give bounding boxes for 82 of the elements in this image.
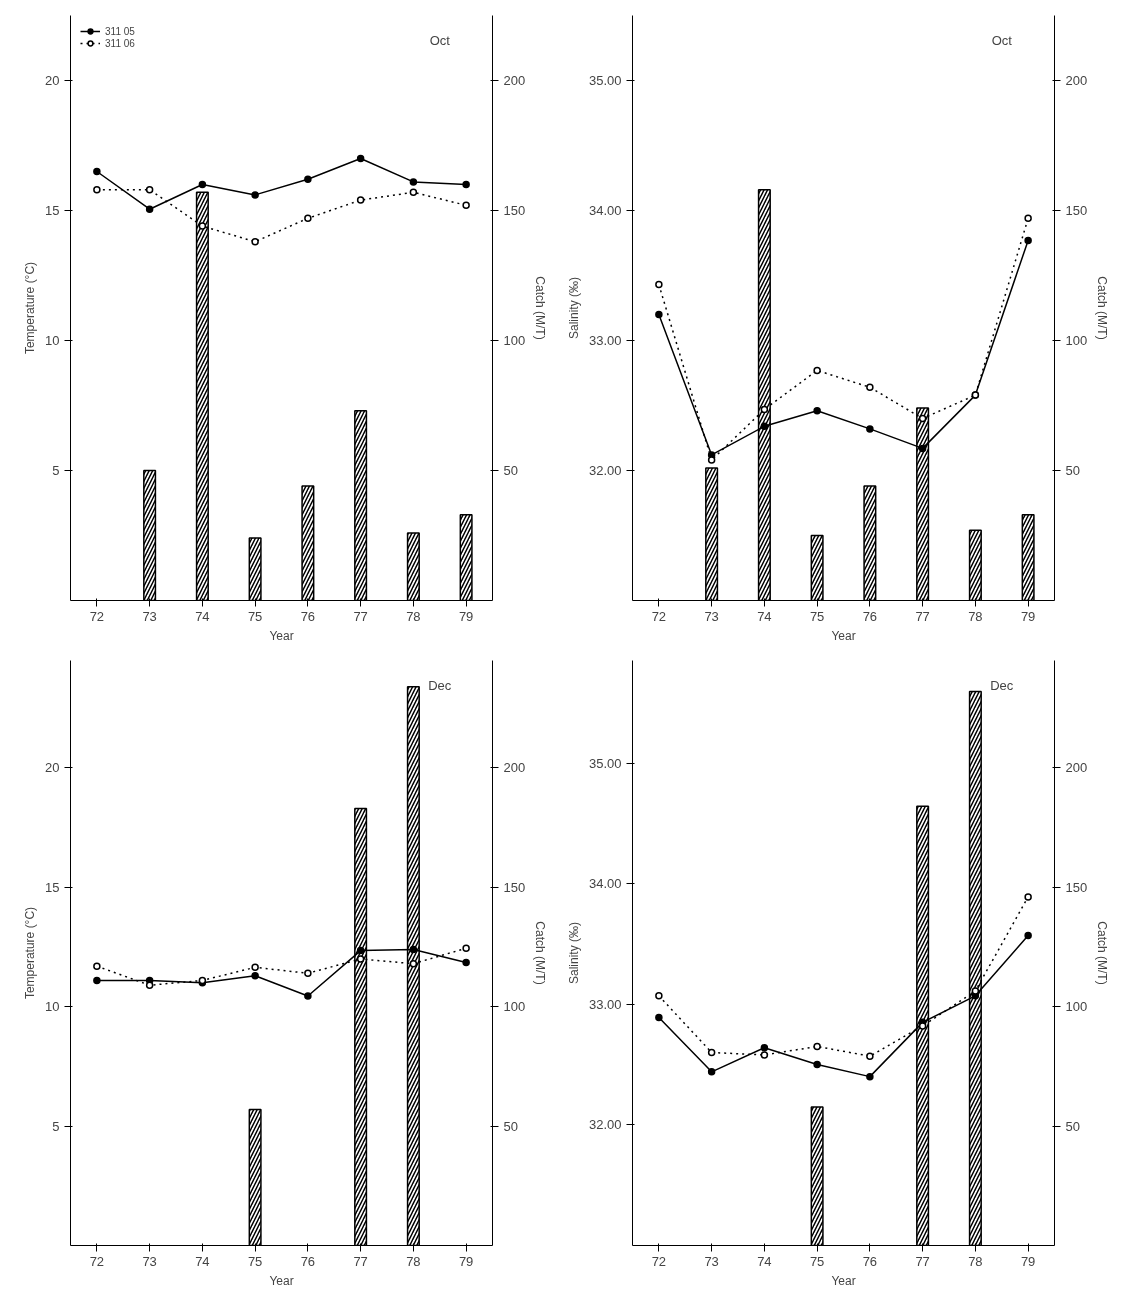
y-tick-label: 33.00 bbox=[588, 333, 622, 348]
x-tick-label: 76 bbox=[862, 608, 878, 624]
x-tick-label: 77 bbox=[353, 608, 368, 624]
y2-tick-label: 100 bbox=[503, 999, 526, 1015]
x-tick-label: 76 bbox=[300, 1253, 316, 1269]
y2-tick-label: 50 bbox=[503, 463, 518, 478]
x-tick-label: 72 bbox=[89, 1253, 105, 1269]
y-tick-label: 32.00 bbox=[588, 1117, 622, 1133]
y-tick-label: 34.00 bbox=[588, 876, 622, 892]
x-tick-label: 73 bbox=[142, 608, 157, 624]
y2-tick-label: 150 bbox=[503, 203, 526, 218]
x-tick-label: 72 bbox=[651, 1253, 667, 1269]
annotation: Dec bbox=[428, 678, 452, 694]
y2-tick-label: 200 bbox=[503, 73, 526, 88]
x-tick-label: 74 bbox=[757, 608, 772, 624]
x-axis-title: Year bbox=[269, 1273, 294, 1288]
x-tick-label: 78 bbox=[406, 1253, 421, 1269]
annotation: Dec bbox=[990, 678, 1014, 694]
x-tick-label: 78 bbox=[406, 608, 421, 624]
annotation: Oct bbox=[991, 33, 1013, 49]
x-tick-label: 74 bbox=[195, 1253, 210, 1269]
y-tick-label: 5 bbox=[52, 1118, 60, 1134]
legend-label: 311 06 bbox=[105, 37, 135, 49]
y-tick-label: 33.00 bbox=[588, 996, 622, 1012]
x-tick-label: 74 bbox=[757, 1253, 772, 1269]
y2-tick-label: 50 bbox=[1065, 1118, 1080, 1134]
y2-tick-label: 200 bbox=[1065, 73, 1088, 88]
y-axis-title: Temperature (°C) bbox=[23, 261, 38, 355]
y2-axis-title: Catch (M/T) bbox=[533, 921, 548, 985]
y2-tick-label: 150 bbox=[1065, 879, 1088, 895]
y2-tick-label: 100 bbox=[1065, 333, 1088, 348]
x-tick-label: 79 bbox=[1020, 1253, 1036, 1269]
y-axis-title: Salinity (‰) bbox=[566, 921, 581, 984]
x-tick-label: 73 bbox=[142, 1253, 157, 1269]
x-tick-label: 79 bbox=[1020, 608, 1036, 624]
y-tick-label: 35.00 bbox=[588, 73, 622, 88]
y2-tick-label: 150 bbox=[503, 879, 526, 895]
y2-tick-label: 200 bbox=[503, 760, 526, 776]
x-tick-label: 75 bbox=[247, 1253, 263, 1269]
x-axis-title: Year bbox=[269, 628, 294, 643]
y2-axis-title: Catch (M/T) bbox=[1095, 276, 1110, 340]
x-tick-label: 75 bbox=[809, 1253, 825, 1269]
y-tick-label: 15 bbox=[45, 879, 60, 895]
y2-tick-label: 100 bbox=[1065, 999, 1088, 1015]
x-tick-label: 79 bbox=[458, 608, 474, 624]
y2-tick-label: 150 bbox=[1065, 203, 1088, 218]
annotation: Oct bbox=[429, 33, 451, 49]
y-tick-label: 34.00 bbox=[588, 203, 622, 218]
x-tick-label: 75 bbox=[247, 608, 263, 624]
y2-axis-title: Catch (M/T) bbox=[1095, 921, 1110, 985]
x-tick-label: 73 bbox=[704, 1253, 719, 1269]
x-tick-label: 76 bbox=[862, 1253, 878, 1269]
y-axis-title: Temperature (°C) bbox=[23, 906, 38, 1000]
y-tick-label: 10 bbox=[45, 333, 60, 348]
x-axis-title: Year bbox=[831, 1273, 856, 1288]
x-tick-label: 79 bbox=[458, 1253, 474, 1269]
y-tick-label: 35.00 bbox=[588, 755, 622, 771]
y2-axis-title: Catch (M/T) bbox=[533, 276, 548, 340]
x-tick-label: 77 bbox=[915, 608, 930, 624]
y-axis-title: Salinity (‰) bbox=[566, 276, 581, 339]
x-tick-label: 74 bbox=[195, 608, 210, 624]
x-tick-label: 77 bbox=[353, 1253, 368, 1269]
y-tick-label: 32.00 bbox=[588, 463, 622, 478]
x-tick-label: 73 bbox=[704, 608, 719, 624]
y-tick-label: 20 bbox=[45, 760, 60, 776]
x-tick-label: 72 bbox=[651, 608, 667, 624]
y-tick-label: 5 bbox=[52, 463, 60, 478]
y2-tick-label: 50 bbox=[1065, 463, 1080, 478]
x-tick-label: 72 bbox=[89, 608, 105, 624]
y2-tick-label: 100 bbox=[503, 333, 526, 348]
x-tick-label: 78 bbox=[968, 1253, 983, 1269]
y-tick-label: 20 bbox=[45, 73, 60, 88]
x-tick-label: 77 bbox=[915, 1253, 930, 1269]
y-tick-label: 15 bbox=[45, 203, 60, 218]
y-tick-label: 10 bbox=[45, 999, 60, 1015]
x-tick-label: 75 bbox=[809, 608, 825, 624]
x-axis-title: Year bbox=[831, 628, 856, 643]
x-tick-label: 76 bbox=[300, 608, 316, 624]
y2-tick-label: 50 bbox=[503, 1118, 518, 1134]
y2-tick-label: 200 bbox=[1065, 760, 1088, 776]
x-tick-label: 78 bbox=[968, 608, 983, 624]
legend-label: 311 05 bbox=[105, 25, 135, 37]
